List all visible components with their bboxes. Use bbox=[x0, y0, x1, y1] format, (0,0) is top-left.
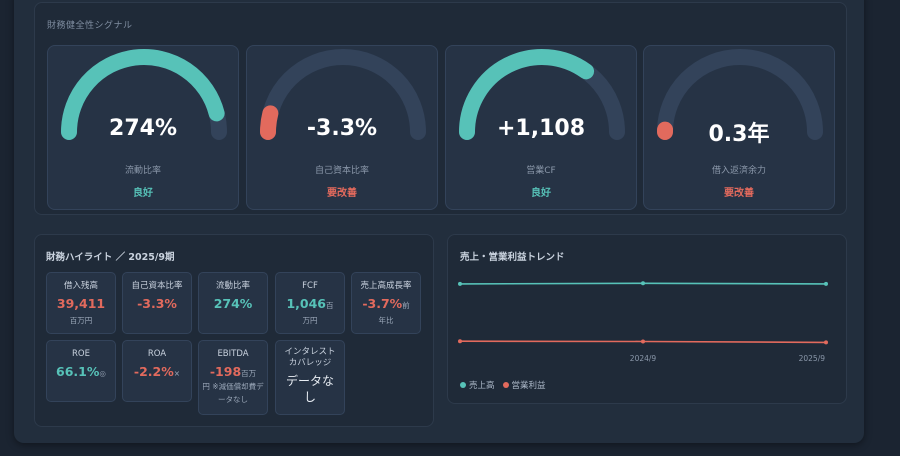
data-point-operating-profit bbox=[458, 339, 462, 344]
gauge-arc bbox=[260, 49, 426, 140]
kpi-subtext: 年比 bbox=[378, 316, 394, 325]
kpi-label: 流動比率 bbox=[215, 281, 250, 291]
kpi-value-text: 39,411 bbox=[56, 296, 106, 311]
data-point-sales bbox=[824, 281, 828, 286]
kpi-tile: インタレストカバレッジデータなし bbox=[275, 340, 345, 415]
kpi-label: インタレストカバレッジ bbox=[284, 347, 336, 368]
data-point-operating-profit bbox=[824, 340, 828, 345]
kpi-value: -3.7%前 bbox=[352, 296, 420, 311]
kpi-tile: 売上高成長率 -3.7%前 年比 bbox=[351, 272, 421, 334]
kpi-value: -2.2%× bbox=[123, 364, 191, 379]
kpi-subtext: 円 ※減価償却費データなし bbox=[202, 382, 264, 404]
gauge-card-equity-ratio: -3.3% 自己資本比率 要改善 bbox=[246, 45, 438, 210]
trend-panel-title: 売上・営業利益トレンド bbox=[460, 252, 565, 263]
kpi-tile: ROE 66.1%◎ bbox=[46, 340, 116, 402]
gauge-card-current-ratio: 274% 流動比率良好 bbox=[47, 45, 239, 210]
gauge-label: 自己資本比率 bbox=[314, 166, 369, 176]
kpi-label: FCF bbox=[302, 281, 318, 291]
kpi-label: 自己資本比率 bbox=[131, 281, 183, 291]
gauge-status: 良好 bbox=[133, 188, 153, 199]
gauge-card-operating-cf: +1,108 営業CF 良好 bbox=[445, 45, 637, 210]
legend-item-operating-profit[interactable]: 営業利益 bbox=[502, 379, 546, 391]
kpi-value: -198百万 bbox=[199, 364, 267, 379]
data-point-sales bbox=[458, 281, 462, 286]
kpi-value-text: -3.3% bbox=[137, 296, 177, 311]
gauge-status: 要改善 bbox=[327, 188, 357, 199]
gauge-fill bbox=[260, 105, 279, 140]
data-point-sales bbox=[641, 281, 645, 286]
x-tick-label: 2024/9 bbox=[630, 354, 657, 363]
gauge-value: -3.3% bbox=[306, 116, 378, 141]
trend-legend[interactable]: 売上高 営業利益 bbox=[460, 379, 546, 391]
kpi-tile: ROA -2.2%× bbox=[122, 340, 192, 402]
kpi-tile: FCF 1,046百 万円 bbox=[275, 272, 345, 334]
kpi-value: 274% bbox=[199, 296, 267, 311]
gauge-arc bbox=[657, 49, 823, 140]
financial-signal-panel: 財務健全性シグナル 274% 流動比率 良好 -3.3% 自己資本比率 要改善 +1,108… bbox=[34, 2, 847, 215]
gauge-card-debt-repayment: 0.3年借入返済余力 要改善 bbox=[643, 45, 835, 210]
gauge-status: 良好 bbox=[531, 188, 551, 199]
kpi-unit: 前 bbox=[402, 301, 410, 310]
legend-label-profit: 営業利益 bbox=[511, 381, 546, 391]
kpi-value-text: 1,046 bbox=[286, 296, 327, 311]
kpi-unit: 百 bbox=[326, 301, 334, 310]
legend-item-sales[interactable]: 売上高 bbox=[460, 379, 495, 391]
highlight-panel-title: 財務ハイライト ／ 2025/9期 bbox=[46, 252, 175, 263]
kpi-tile: 流動比率 274% bbox=[198, 272, 268, 334]
kpi-value: 39,411 bbox=[47, 296, 115, 311]
kpi-label: 借入残高 bbox=[63, 281, 98, 291]
gauge-label: 流動比率 bbox=[124, 166, 161, 176]
gauge-track bbox=[260, 49, 426, 140]
gauge-label: 借入返済余力 bbox=[711, 166, 766, 176]
legend-label-sales: 売上高 bbox=[469, 381, 495, 391]
gauge-label: 営業CF bbox=[526, 166, 556, 176]
kpi-unit: × bbox=[173, 369, 181, 378]
kpi-tile: 借入残高 39,411 百万円 bbox=[46, 272, 116, 334]
kpi-value-text: -2.2% bbox=[133, 364, 174, 379]
gauge-value: 274% bbox=[109, 116, 177, 141]
kpi-value-text: -3.7% bbox=[362, 296, 403, 311]
signal-panel-title: 財務健全性シグナル bbox=[47, 21, 133, 31]
kpi-label: 売上高成長率 bbox=[360, 281, 412, 291]
profit-dot-icon bbox=[502, 382, 509, 388]
kpi-label: EBITDA bbox=[217, 349, 249, 359]
kpi-subtext: 百万円 bbox=[69, 316, 93, 325]
kpi-tile: 自己資本比率 -3.3% bbox=[122, 272, 192, 334]
x-tick-label: 2025/9 bbox=[799, 354, 826, 363]
sales-dot-icon bbox=[460, 382, 466, 388]
kpi-value-text: 66.1% bbox=[56, 364, 100, 379]
gauge-value: 0.3年 bbox=[708, 122, 770, 147]
kpi-value-text: -198 bbox=[209, 364, 242, 379]
kpi-label: ROE bbox=[72, 349, 90, 359]
kpi-unit: ◎ bbox=[99, 369, 106, 378]
gauge-track bbox=[657, 49, 823, 140]
kpi-value-text: データなし bbox=[286, 374, 335, 404]
kpi-subtext: 万円 bbox=[302, 316, 318, 325]
kpi-value: 1,046百 bbox=[276, 296, 344, 311]
kpi-label: ROA bbox=[147, 349, 167, 359]
trend-panel: 売上・営業利益トレンド 2024/9 2025/9 売上高 営業利益 bbox=[447, 234, 847, 404]
gauge-arc bbox=[61, 49, 227, 140]
gauge-value: +1,108 bbox=[496, 116, 586, 141]
kpi-unit: 百万 bbox=[241, 369, 257, 378]
kpi-value: データなし bbox=[276, 373, 344, 405]
gauge-fill bbox=[459, 49, 595, 140]
gauge-arc bbox=[459, 49, 625, 140]
kpi-value-text: 274% bbox=[213, 296, 253, 311]
trend-chart: 2024/9 2025/9 bbox=[458, 281, 828, 363]
data-point-operating-profit bbox=[641, 339, 645, 344]
financial-highlight-panel: 財務ハイライト ／ 2025/9期 借入残高 39,411 百万円 自己資本比率 -3.… bbox=[34, 234, 434, 427]
kpi-value: 66.1%◎ bbox=[47, 364, 115, 379]
gauge-status: 要改善 bbox=[724, 188, 754, 199]
gauge-fill bbox=[61, 49, 225, 140]
kpi-value: -3.3% bbox=[123, 296, 191, 311]
kpi-tile: EBITDA -198百万円 ※減価償却費データなし bbox=[198, 340, 268, 415]
